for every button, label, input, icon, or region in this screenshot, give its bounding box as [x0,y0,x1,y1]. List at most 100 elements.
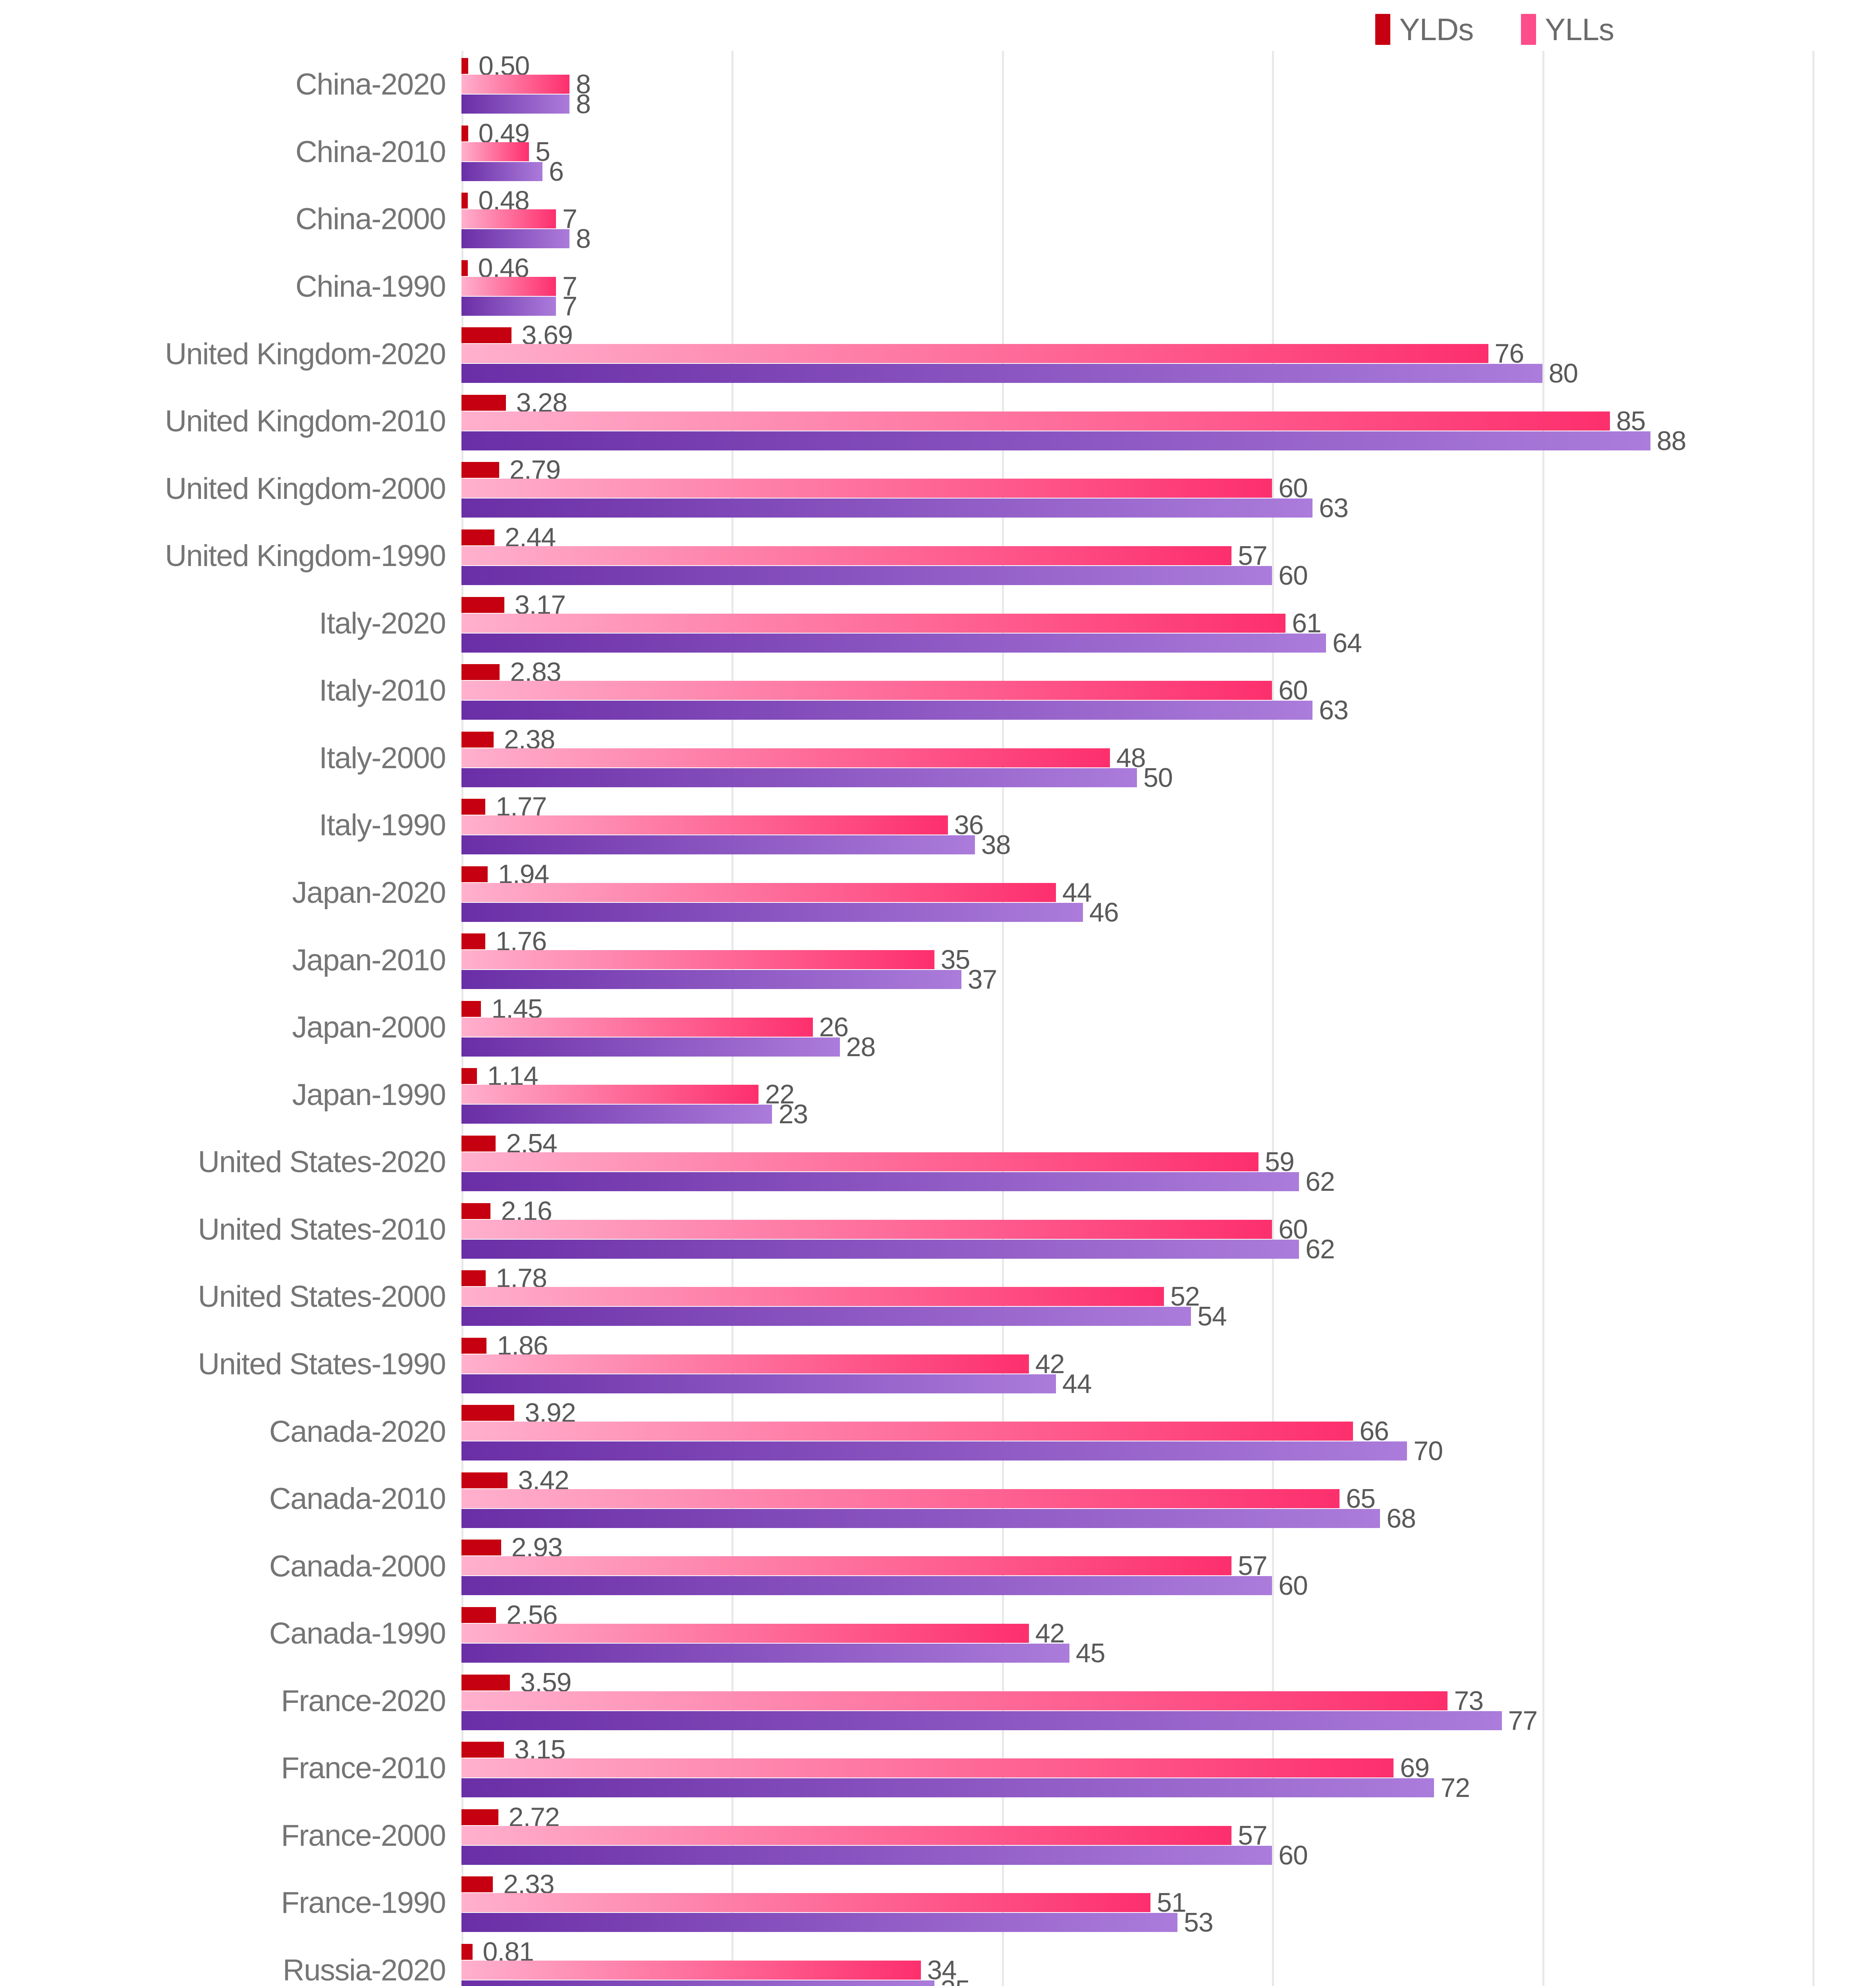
bar-dalys[interactable]: 7 [461,291,577,321]
bar-dalys[interactable]: 50 [461,763,1173,793]
bar-yll[interactable]: 7 [461,204,577,234]
bar-yll[interactable]: 44 [461,877,1092,908]
legend-item-ylls[interactable]: YLLs [1521,14,1614,45]
bar-yld[interactable]: 3.42 [461,1465,569,1495]
bar-yll[interactable]: 76 [461,338,1524,369]
bar-yld[interactable]: 3.59 [461,1667,571,1698]
bar-yld[interactable]: 2.72 [461,1802,560,1832]
bar-dalys[interactable]: 53 [461,1907,1214,1938]
bar-fill-yll [461,950,934,970]
bar-yll[interactable]: 57 [461,1820,1268,1851]
bar-yld[interactable]: 2.79 [461,455,561,485]
bar-yll[interactable]: 51 [461,1887,1187,1918]
bar-dalys[interactable]: 77 [461,1706,1538,1736]
bar-yld[interactable]: 0.46 [461,253,529,283]
bar-dalys[interactable]: 37 [461,964,997,995]
bar-yld[interactable]: 0.50 [461,51,530,81]
bar-yll[interactable]: 65 [461,1484,1376,1514]
bar-yll[interactable]: 52 [461,1281,1200,1312]
bar-dalys[interactable]: 63 [461,695,1349,725]
bar-yll[interactable]: 85 [461,406,1646,436]
bar-dalys[interactable]: 80 [461,358,1578,388]
bar-yld[interactable]: 3.92 [461,1398,576,1428]
bar-yld[interactable]: 3.28 [461,388,567,418]
bar-yld[interactable]: 1.94 [461,859,549,889]
bar-dalys[interactable]: 23 [461,1099,808,1129]
bar-yll[interactable]: 66 [461,1416,1389,1446]
bar-yll[interactable]: 26 [461,1012,849,1042]
bar-fill-yll [461,142,529,161]
bar-dalys[interactable]: 46 [461,897,1119,927]
bar-yld[interactable]: 1.78 [461,1263,547,1293]
bar-yld[interactable]: 2.83 [461,657,562,687]
bar-yld[interactable]: 0.81 [461,1937,534,1967]
bar-dalys[interactable]: 68 [461,1503,1416,1534]
bar-yld[interactable]: 0.49 [461,118,530,149]
bar-yll[interactable]: 61 [461,608,1322,638]
bar-group: 2.16 60 62 [461,1196,1876,1264]
bar-dalys[interactable]: 45 [461,1638,1106,1668]
bar-yll[interactable]: 8 [461,69,591,99]
bar-fill-yll [461,1960,921,1980]
bar-dalys[interactable]: 60 [461,1840,1308,1870]
bar-fill-yld [461,1876,493,1893]
bar-yll[interactable]: 57 [461,541,1268,571]
bar-dalys[interactable]: 70 [461,1436,1443,1466]
bar-yld[interactable]: 1.77 [461,792,547,822]
bar-yld[interactable]: 2.38 [461,724,555,755]
bar-dalys[interactable]: 44 [461,1369,1092,1399]
bar-yll[interactable]: 60 [461,473,1308,503]
bar-dalys[interactable]: 6 [461,156,564,187]
bar-fill-yld [461,125,468,141]
bar-yld[interactable]: 1.76 [461,926,547,956]
bar-yll[interactable]: 35 [461,945,970,975]
legend-item-ylds[interactable]: YLDs [1375,14,1474,45]
bar-dalys[interactable]: 38 [461,830,1011,860]
bar-yll[interactable]: 42 [461,1349,1065,1379]
bar-row: United States-2010 2.16 60 62 [0,1196,1876,1264]
bar-yld[interactable]: 3.17 [461,590,566,620]
bar-yld[interactable]: 2.54 [461,1128,558,1159]
bar-yll[interactable]: 34 [461,1955,957,1985]
bar-dalys[interactable]: 62 [461,1167,1335,1197]
bar-yll[interactable]: 5 [461,137,550,167]
bar-dalys[interactable]: 35 [461,1975,970,1986]
bar-dalys[interactable]: 60 [461,1571,1308,1601]
bar-dalys[interactable]: 62 [461,1234,1335,1264]
bar-yld[interactable]: 3.15 [461,1735,566,1765]
bar-yld[interactable]: 2.33 [461,1869,555,1899]
bar-yll[interactable]: 57 [461,1551,1268,1581]
bar-yld[interactable]: 3.69 [461,320,573,350]
bar-yld[interactable]: 1.14 [461,1061,538,1091]
bar-yld[interactable]: 2.16 [461,1196,552,1226]
bar-yld[interactable]: 2.93 [461,1532,563,1563]
bar-yll[interactable]: 22 [461,1079,795,1109]
bar-yll[interactable]: 69 [461,1753,1430,1783]
bar-yld[interactable]: 0.48 [461,185,530,216]
bar-yll[interactable]: 36 [461,810,984,840]
bar-yll[interactable]: 60 [461,675,1308,705]
bar-dalys[interactable]: 54 [461,1301,1227,1331]
bar-value-label: 64 [1332,628,1362,658]
bar-dalys[interactable]: 72 [461,1773,1470,1803]
bar-yld[interactable]: 1.45 [461,994,543,1024]
bar-yll[interactable]: 73 [461,1686,1484,1716]
bar-dalys[interactable]: 88 [461,426,1686,456]
bar-dalys[interactable]: 63 [461,493,1349,523]
bar-yll[interactable]: 48 [461,743,1146,773]
bar-yld[interactable]: 1.86 [461,1331,548,1361]
bar-yll[interactable]: 7 [461,271,577,301]
bar-dalys[interactable]: 28 [461,1032,876,1062]
bar-dalys[interactable]: 60 [461,560,1308,591]
bar-dalys[interactable]: 8 [461,224,591,254]
bar-value-label: 35 [941,1974,971,1986]
bar-yld[interactable]: 2.56 [461,1600,558,1630]
bar-dalys[interactable]: 64 [461,628,1362,658]
bar-yll[interactable]: 42 [461,1618,1065,1648]
bar-dalys[interactable]: 8 [461,89,591,119]
bar-row: Japan-1990 1.14 22 23 [0,1061,1876,1129]
bar-yll[interactable]: 60 [461,1214,1308,1244]
bar-row: China-2000 0.48 7 8 [0,185,1876,254]
bar-yll[interactable]: 59 [461,1147,1295,1177]
bar-yld[interactable]: 2.44 [461,522,556,553]
